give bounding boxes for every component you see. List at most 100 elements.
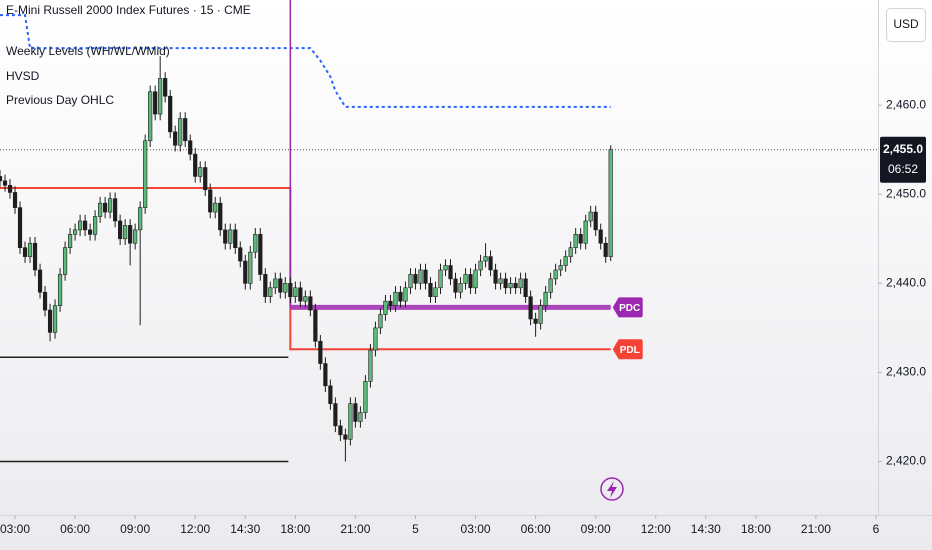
candle-body (258, 234, 263, 275)
y-tick-label: 2,430.0 (886, 365, 926, 379)
candle-body (433, 287, 438, 298)
candle-body (32, 242, 38, 271)
labels: E-Mini Russell 2000 Index Futures · 15 ·… (6, 3, 926, 501)
candle-body (238, 247, 243, 262)
candle-body (198, 167, 203, 177)
candle-body (213, 202, 218, 213)
candle-body (133, 229, 138, 244)
legend-item: Weekly Levels (WH/WL/WMid) (6, 44, 170, 58)
candle-body (288, 283, 293, 298)
candle-body (93, 216, 98, 235)
x-tick-label: 21:00 (801, 522, 831, 536)
candle-body (388, 300, 393, 306)
currency-button[interactable] (886, 8, 926, 42)
candle-body (98, 202, 103, 217)
candle-body (413, 274, 418, 284)
candle-body (393, 291, 398, 306)
candle-body (473, 269, 478, 289)
candle-body (148, 91, 153, 142)
candle-body (498, 278, 503, 284)
x-tick-label: 03:00 (0, 522, 30, 536)
x-tick-label: 5 (412, 522, 419, 536)
candle-body (528, 296, 533, 320)
alert-icon-ring[interactable] (600, 477, 624, 501)
candle-body (468, 274, 473, 289)
candle-body (483, 256, 488, 262)
level-tag (612, 297, 643, 318)
x-tick-label: 12:00 (641, 522, 671, 536)
candle-body (27, 242, 33, 257)
candle-body (118, 220, 123, 240)
candle-body (598, 229, 603, 244)
candle-body (373, 327, 378, 351)
candle-body (513, 283, 518, 289)
candle-body (448, 265, 453, 280)
candle-body (423, 269, 428, 284)
x-tick-label: 06:00 (60, 522, 90, 536)
level-tag (612, 339, 643, 360)
candle-body (308, 296, 313, 311)
candle-body (573, 234, 578, 248)
candle-body (153, 91, 158, 115)
candle-body (193, 153, 198, 177)
alert-icon[interactable] (600, 477, 624, 501)
candle-body (438, 269, 443, 289)
candle-body (463, 274, 468, 284)
candle-body (163, 78, 168, 97)
candle-body (52, 305, 58, 333)
candle-body (248, 251, 253, 284)
legend-item: HVSD (6, 69, 40, 83)
candle-body (353, 403, 358, 422)
alert-icon-bolt[interactable] (607, 481, 617, 498)
candle-body (318, 340, 323, 364)
countdown-label: 06:52 (888, 162, 918, 176)
candle-body (293, 287, 298, 298)
candle-body (268, 287, 273, 298)
candle-body (123, 225, 128, 240)
candle-body (128, 225, 133, 244)
candle-body (218, 202, 223, 231)
candle-body (62, 247, 68, 275)
candle-body (383, 300, 388, 315)
candle-body (488, 256, 493, 271)
x-tick-label: 03:00 (461, 522, 491, 536)
x-tick-label: 21:00 (340, 522, 370, 536)
candle-body (183, 118, 188, 142)
candle-body (608, 149, 613, 257)
candle-body (138, 207, 143, 231)
candle-body (458, 283, 463, 293)
candle-body (47, 309, 53, 333)
candle-body (173, 131, 178, 146)
candle-body (558, 265, 563, 271)
candle-body (263, 274, 268, 298)
level-tag-label: PDC (619, 303, 640, 314)
x-tick-label: 09:00 (120, 522, 150, 536)
candle-body (82, 220, 88, 231)
candle-body (338, 425, 343, 436)
candle-body (398, 291, 403, 302)
candle-body (0, 176, 3, 182)
candle-body (503, 278, 508, 289)
candle-body (37, 269, 43, 293)
legend-item: Previous Day OHLC (6, 93, 114, 107)
candle-body (253, 234, 258, 253)
candle-body (17, 207, 23, 248)
candle-body (518, 278, 523, 289)
candle-body (428, 283, 433, 298)
candle-body (67, 234, 73, 248)
candle-body (243, 260, 248, 284)
candle-body (233, 229, 238, 248)
candle-body (508, 283, 513, 289)
candle-body (103, 202, 108, 213)
candle-body (57, 274, 63, 306)
currency-label[interactable]: USD (893, 17, 919, 31)
candle-body (553, 269, 558, 280)
candle-body (77, 220, 83, 231)
candle-body (563, 256, 568, 266)
candle-body (543, 291, 548, 306)
candle-body (418, 269, 423, 284)
candle-body (22, 247, 28, 257)
candle-body (403, 287, 408, 302)
